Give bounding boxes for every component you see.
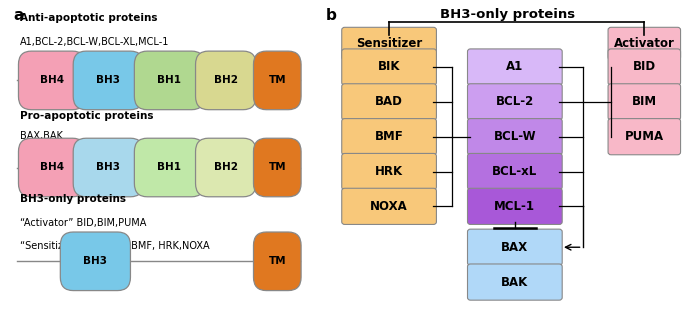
Text: BID: BID (633, 61, 656, 73)
Text: MCL-1: MCL-1 (495, 200, 536, 213)
Text: Activator: Activator (614, 37, 675, 50)
FancyBboxPatch shape (467, 229, 562, 265)
Text: BCL-2: BCL-2 (496, 95, 534, 108)
Text: Anti-apoptotic proteins: Anti-apoptotic proteins (20, 13, 158, 23)
FancyBboxPatch shape (73, 51, 143, 110)
Text: BH2: BH2 (214, 162, 238, 173)
Text: BH3-only proteins: BH3-only proteins (20, 194, 126, 204)
FancyBboxPatch shape (342, 188, 436, 224)
FancyBboxPatch shape (134, 138, 205, 197)
Text: BAX,BAK: BAX,BAK (20, 131, 62, 141)
FancyBboxPatch shape (467, 119, 562, 155)
Text: BIM: BIM (632, 95, 657, 108)
FancyBboxPatch shape (608, 84, 681, 120)
Text: BAK: BAK (501, 276, 528, 288)
Text: BH3: BH3 (84, 256, 108, 266)
Text: A1,BCL-2,BCL-W,BCL-XL,MCL-1: A1,BCL-2,BCL-W,BCL-XL,MCL-1 (20, 37, 169, 47)
Text: b: b (326, 8, 337, 23)
Text: “Sensitizer” BAD, BIK, BMF, HRK,NOXA: “Sensitizer” BAD, BIK, BMF, HRK,NOXA (20, 241, 210, 251)
Text: BAX: BAX (501, 241, 528, 254)
Text: PUMA: PUMA (625, 130, 664, 143)
FancyBboxPatch shape (608, 27, 681, 60)
Text: “Activator” BID,BIM,PUMA: “Activator” BID,BIM,PUMA (20, 218, 146, 228)
Text: BH2: BH2 (214, 75, 238, 85)
Text: BH4: BH4 (40, 75, 64, 85)
FancyBboxPatch shape (195, 138, 256, 197)
Text: BCL-W: BCL-W (493, 130, 536, 143)
FancyBboxPatch shape (18, 138, 86, 197)
Text: BAD: BAD (375, 95, 403, 108)
Text: TM: TM (269, 75, 286, 85)
FancyBboxPatch shape (342, 27, 436, 60)
FancyBboxPatch shape (467, 264, 562, 300)
FancyBboxPatch shape (73, 138, 143, 197)
Text: Sensitizer: Sensitizer (356, 37, 422, 50)
Text: BCL-xL: BCL-xL (493, 165, 538, 178)
FancyBboxPatch shape (18, 51, 86, 110)
Text: BIK: BIK (378, 61, 400, 73)
Text: a: a (13, 8, 24, 23)
FancyBboxPatch shape (608, 49, 681, 85)
Text: BH4: BH4 (40, 162, 64, 173)
Text: BMF: BMF (375, 130, 403, 143)
Text: TM: TM (269, 256, 286, 266)
Text: BH1: BH1 (158, 162, 182, 173)
FancyBboxPatch shape (134, 51, 205, 110)
Text: TM: TM (269, 162, 286, 173)
Text: A1: A1 (506, 61, 523, 73)
Text: BH1: BH1 (158, 75, 182, 85)
FancyBboxPatch shape (253, 51, 301, 110)
Text: NOXA: NOXA (370, 200, 408, 213)
FancyBboxPatch shape (60, 232, 130, 290)
Text: BH3-only proteins: BH3-only proteins (440, 8, 575, 21)
Text: Pro-apoptotic proteins: Pro-apoptotic proteins (20, 111, 153, 121)
FancyBboxPatch shape (467, 84, 562, 120)
FancyBboxPatch shape (467, 49, 562, 85)
FancyBboxPatch shape (608, 119, 681, 155)
FancyBboxPatch shape (342, 49, 436, 85)
Text: BH3: BH3 (97, 75, 121, 85)
FancyBboxPatch shape (467, 188, 562, 224)
Text: BH3: BH3 (97, 162, 121, 173)
FancyBboxPatch shape (467, 153, 562, 190)
FancyBboxPatch shape (195, 51, 256, 110)
FancyBboxPatch shape (342, 84, 436, 120)
FancyBboxPatch shape (253, 138, 301, 197)
Text: HRK: HRK (375, 165, 403, 178)
FancyBboxPatch shape (253, 232, 301, 290)
FancyBboxPatch shape (342, 153, 436, 190)
FancyBboxPatch shape (342, 119, 436, 155)
